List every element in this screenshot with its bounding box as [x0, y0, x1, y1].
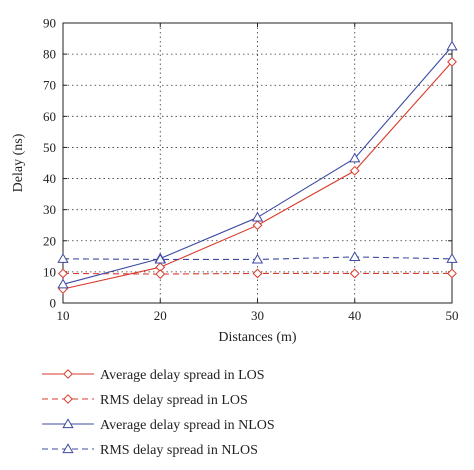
- y-tick-label: 80: [43, 47, 56, 62]
- data-point-marker: [446, 40, 458, 51]
- legend: Average delay spread in LOS RMS delay spr…: [42, 368, 275, 458]
- series-lines: [57, 40, 458, 294]
- legend-swatch-marker: [63, 394, 73, 404]
- legend-label: Average delay spread in NLOS: [100, 418, 275, 433]
- data-point-marker: [57, 253, 69, 263]
- data-point-marker: [447, 268, 457, 279]
- data-point-marker: [155, 269, 166, 279]
- data-point-marker: [252, 220, 263, 231]
- data-point-marker: [349, 251, 361, 262]
- data-point-marker: [252, 268, 263, 279]
- x-axis-title: Distances (m): [218, 330, 296, 345]
- legend-label: RMS delay spread in LOS: [100, 393, 248, 408]
- y-tick-label: 50: [43, 140, 56, 155]
- legend-label: RMS delay spread in NLOS: [100, 443, 258, 458]
- data-point-marker: [251, 253, 264, 264]
- y-tick-label: 10: [43, 264, 56, 279]
- y-tick-label: 70: [43, 78, 56, 93]
- y-tick-label: 30: [43, 202, 56, 217]
- legend-swatch-marker: [62, 418, 74, 429]
- legend-item-1: RMS delay spread in LOS: [42, 393, 248, 408]
- series-1: [58, 268, 457, 279]
- data-point-marker: [349, 165, 360, 176]
- series-2: [57, 40, 458, 289]
- data-point-marker: [349, 152, 361, 163]
- data-point-marker: [58, 268, 68, 279]
- y-tick-label: 0: [50, 296, 57, 311]
- y-tick-label: 40: [43, 171, 56, 186]
- data-point-marker: [446, 253, 458, 263]
- legend-label: Average delay spread in LOS: [100, 368, 265, 383]
- data-point-marker: [154, 253, 166, 264]
- x-tick-label: 40: [348, 308, 361, 323]
- data-point-marker: [251, 211, 264, 222]
- x-tick-label: 30: [251, 308, 264, 323]
- y-tick-label: 20: [43, 233, 56, 248]
- y-axis-title: Delay (ns): [11, 133, 26, 192]
- x-tick-label: 20: [154, 308, 167, 323]
- legend-item-3: RMS delay spread in NLOS: [42, 443, 258, 458]
- data-point-marker: [349, 268, 360, 279]
- data-point-marker: [57, 278, 69, 289]
- y-tick-label: 60: [43, 109, 56, 124]
- y-tick-label: 90: [43, 16, 56, 31]
- data-point-marker: [447, 56, 457, 67]
- series-0: [58, 56, 457, 294]
- x-tick-label: 50: [446, 308, 459, 323]
- legend-item-0: Average delay spread in LOS: [42, 368, 265, 383]
- series-3: [57, 251, 458, 264]
- x-tick-label: 10: [57, 308, 70, 323]
- legend-item-2: Average delay spread in NLOS: [42, 418, 275, 433]
- legend-swatch-marker: [63, 369, 73, 379]
- legend-swatch-marker: [62, 443, 74, 454]
